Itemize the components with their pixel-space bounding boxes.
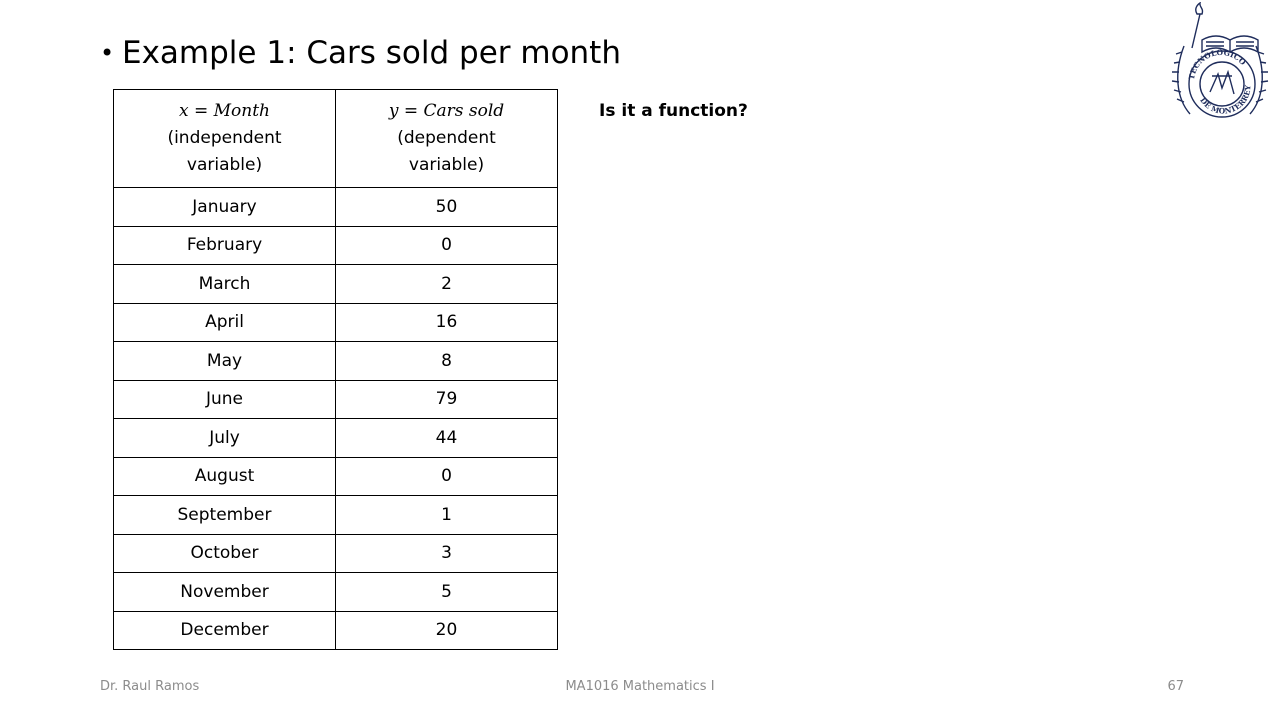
table-row: May 8	[113, 341, 558, 381]
table-row: February 0	[113, 225, 558, 265]
table-row: March 2	[113, 264, 558, 304]
cars-cell: 79	[335, 379, 558, 419]
cars-cell: 0	[335, 456, 558, 496]
question-text: Is it a function?	[599, 101, 748, 121]
cars-cell: 8	[335, 341, 558, 381]
month-cell: August	[113, 456, 336, 496]
table-row: November 5	[113, 572, 558, 612]
table-row: December 20	[113, 610, 558, 650]
header-y-desc: (dependent variable)	[397, 128, 496, 175]
table-row: August 0	[113, 456, 558, 496]
slide-title: • Example 1: Cars sold per month	[100, 32, 621, 74]
month-cell: November	[113, 572, 336, 612]
cars-cell: 44	[335, 418, 558, 458]
table-header-row: x = Month (independent variable) y = Car…	[113, 89, 558, 188]
month-cell: December	[113, 610, 336, 650]
month-cell: July	[113, 418, 336, 458]
month-cell: May	[113, 341, 336, 381]
table-row: June 79	[113, 379, 558, 419]
table-row: September 1	[113, 495, 558, 535]
table-row: October 3	[113, 533, 558, 573]
month-cell: September	[113, 495, 336, 535]
table-row: April 16	[113, 302, 558, 342]
month-cell: October	[113, 533, 336, 573]
cars-cell: 20	[335, 610, 558, 650]
cars-cell: 3	[335, 533, 558, 573]
header-y: y = Cars sold (dependent variable)	[335, 89, 558, 188]
svg-text:DE MONTERREY: DE MONTERREY	[1198, 84, 1252, 115]
month-cell: April	[113, 302, 336, 342]
footer-author: Dr. Raul Ramos	[100, 679, 200, 694]
cars-cell: 5	[335, 572, 558, 612]
month-cell: March	[113, 264, 336, 304]
logo-text-bottom: DE MONTERREY	[1198, 84, 1252, 115]
month-cell: June	[113, 379, 336, 419]
slide-title-text: Example 1: Cars sold per month	[122, 35, 621, 71]
footer-course: MA1016 Mathematics I	[565, 679, 715, 694]
cars-sold-table: x = Month (independent variable) y = Car…	[113, 89, 558, 650]
header-x-desc: (independent variable)	[167, 128, 282, 175]
header-y-math: y = Cars sold	[388, 101, 505, 121]
cars-cell: 50	[335, 187, 558, 227]
header-x-math: x = Month	[178, 101, 270, 121]
cars-cell: 16	[335, 302, 558, 342]
cars-cell: 0	[335, 225, 558, 265]
footer-page-number: 67	[1167, 679, 1184, 694]
tec-de-monterrey-seal-icon: TECNOLOGICO DE MONTERREY	[1171, 2, 1269, 118]
bullet-icon: •	[100, 39, 115, 67]
table-row: January 50	[113, 187, 558, 227]
cars-cell: 1	[335, 495, 558, 535]
month-cell: February	[113, 225, 336, 265]
cars-cell: 2	[335, 264, 558, 304]
header-x: x = Month (independent variable)	[113, 89, 336, 188]
month-cell: January	[113, 187, 336, 227]
table-row: July 44	[113, 418, 558, 458]
